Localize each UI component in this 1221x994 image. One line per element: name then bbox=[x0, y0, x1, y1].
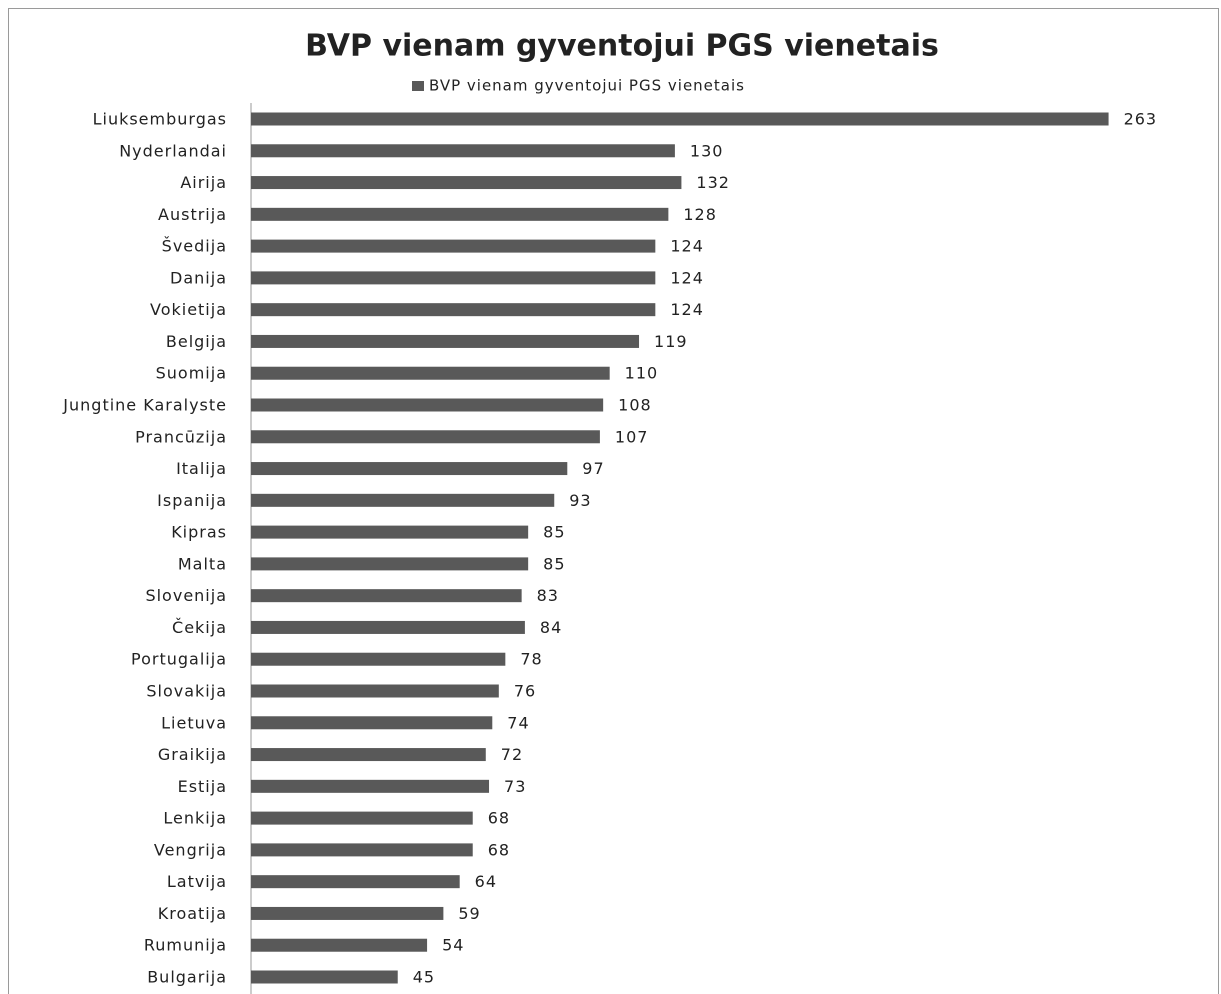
value-label: 263 bbox=[1124, 110, 1158, 129]
value-label: 85 bbox=[543, 554, 565, 573]
bar bbox=[251, 366, 610, 380]
value-label: 84 bbox=[540, 618, 562, 637]
value-label: 132 bbox=[696, 173, 730, 192]
value-label: 45 bbox=[413, 968, 435, 987]
bar bbox=[251, 334, 640, 348]
y-tick-label: Prancūzija bbox=[135, 427, 227, 446]
y-tick-label: Lietuva bbox=[161, 713, 227, 732]
bar bbox=[251, 811, 473, 825]
value-label: 73 bbox=[504, 777, 526, 796]
bar bbox=[251, 620, 525, 634]
bar bbox=[251, 462, 568, 476]
bar bbox=[251, 303, 656, 317]
bar bbox=[251, 875, 460, 889]
y-tick-label: Graikija bbox=[158, 745, 227, 764]
bar bbox=[251, 112, 1109, 126]
bar bbox=[251, 239, 656, 253]
bar bbox=[251, 589, 522, 603]
bar bbox=[251, 970, 398, 984]
value-label: 124 bbox=[670, 268, 704, 287]
value-label: 93 bbox=[569, 491, 591, 510]
bar bbox=[251, 843, 473, 857]
y-tick-label: Danija bbox=[170, 268, 227, 287]
y-tick-label: Estija bbox=[178, 777, 227, 796]
value-label: 72 bbox=[501, 745, 523, 764]
value-label: 64 bbox=[475, 872, 497, 891]
bar bbox=[251, 684, 499, 698]
y-tick-label: Švedija bbox=[162, 237, 227, 256]
y-tick-label: Slovakija bbox=[146, 682, 227, 701]
value-label: 59 bbox=[458, 904, 480, 923]
y-tick-label: Vokietija bbox=[150, 300, 227, 319]
value-label: 124 bbox=[670, 237, 704, 256]
value-label: 107 bbox=[615, 427, 649, 446]
bar bbox=[251, 176, 682, 190]
value-label: 124 bbox=[670, 300, 704, 319]
legend-label: BVP vienam gyventojui PGS vienetais bbox=[429, 77, 745, 95]
value-label: 68 bbox=[488, 840, 510, 859]
value-label: 119 bbox=[654, 332, 688, 351]
value-label: 128 bbox=[683, 205, 717, 224]
bar bbox=[251, 271, 656, 285]
y-tick-label: Liuksemburgas bbox=[93, 110, 227, 129]
y-tick-label: Latvija bbox=[167, 872, 227, 891]
bar bbox=[251, 906, 444, 920]
y-tick-label: Kipras bbox=[171, 523, 227, 542]
y-tick-label: Ispanija bbox=[157, 491, 227, 510]
bar bbox=[251, 525, 529, 539]
value-label: 74 bbox=[507, 713, 529, 732]
y-tick-label: Nyderlandai bbox=[119, 141, 227, 160]
y-tick-label: Austrija bbox=[158, 205, 227, 224]
bar bbox=[251, 938, 428, 952]
y-tick-label: Vengrija bbox=[154, 840, 227, 859]
y-tick-label: Airija bbox=[180, 173, 227, 192]
value-label: 83 bbox=[537, 586, 559, 605]
bar bbox=[251, 652, 506, 666]
y-tick-label: Slovenija bbox=[145, 586, 227, 605]
frame bbox=[8, 8, 1219, 994]
y-tick-label: Italija bbox=[176, 459, 227, 478]
value-label: 76 bbox=[514, 682, 536, 701]
value-label: 110 bbox=[625, 364, 659, 383]
bar bbox=[251, 430, 600, 444]
bar bbox=[251, 398, 604, 412]
bar bbox=[251, 207, 669, 221]
bar bbox=[251, 493, 555, 507]
bar bbox=[251, 779, 490, 793]
y-tick-label: Rumunija bbox=[144, 936, 227, 955]
y-tick-label: Malta bbox=[178, 554, 227, 573]
value-label: 97 bbox=[582, 459, 604, 478]
value-label: 54 bbox=[442, 936, 464, 955]
bar bbox=[251, 716, 493, 730]
y-tick-label: Bulgarija bbox=[147, 968, 227, 987]
y-tick-label: Portugalija bbox=[131, 650, 227, 669]
value-label: 130 bbox=[690, 141, 724, 160]
bar bbox=[251, 557, 529, 571]
legend-swatch bbox=[412, 81, 424, 91]
chart-title: BVP vienam gyventojui PGS vienetais bbox=[305, 29, 939, 64]
y-tick-label: Lenkija bbox=[163, 809, 227, 828]
bar bbox=[251, 748, 486, 762]
value-label: 85 bbox=[543, 523, 565, 542]
value-label: 108 bbox=[618, 396, 652, 415]
y-tick-label: Suomija bbox=[156, 364, 227, 383]
y-tick-label: Jungtine Karalyste bbox=[62, 396, 227, 415]
value-label: 78 bbox=[520, 650, 542, 669]
y-tick-label: Belgija bbox=[166, 332, 227, 351]
y-tick-label: Kroatija bbox=[158, 904, 227, 923]
bar bbox=[251, 144, 675, 158]
value-label: 68 bbox=[488, 809, 510, 828]
y-tick-label: Čekija bbox=[172, 618, 227, 637]
